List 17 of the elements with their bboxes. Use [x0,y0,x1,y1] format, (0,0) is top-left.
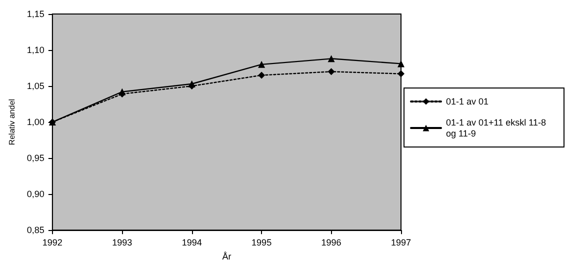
x-tick-label: 1992 [42,238,62,248]
y-tick-label: 0,95 [26,153,44,164]
x-tick-label: 1994 [182,238,202,248]
x-axis-title: År [222,252,232,262]
legend-label: 01-1 av 01 [446,96,489,106]
y-tick-label: 0,85 [26,225,44,236]
y-tick-label: 1,05 [26,81,44,92]
x-tick-label: 1993 [112,238,132,248]
x-tick-label: 1997 [390,238,412,248]
y-axis-title: Relativ andel [8,98,16,146]
y-tick-label: 1,15 [26,9,44,19]
y-tick-label: 1,00 [26,117,44,128]
x-tick-label: 1996 [321,238,342,248]
y-tick-label: 1,10 [26,45,44,56]
y-tick-label: 0,90 [26,189,44,200]
x-tick-label: 1995 [252,238,272,248]
legend-label: 01-1 av 01+11 ekskl 11-8 og 11-9 [446,118,548,138]
